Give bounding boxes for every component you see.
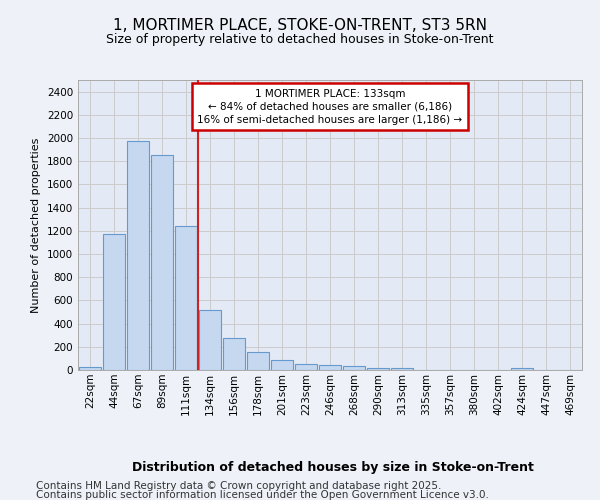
- Bar: [367, 368, 389, 370]
- Bar: [199, 310, 221, 370]
- Text: Contains HM Land Registry data © Crown copyright and database right 2025.: Contains HM Land Registry data © Crown c…: [36, 481, 442, 491]
- Bar: [511, 368, 533, 370]
- Bar: [271, 360, 293, 370]
- Bar: [319, 365, 341, 370]
- Text: 1, MORTIMER PLACE, STOKE-ON-TRENT, ST3 5RN: 1, MORTIMER PLACE, STOKE-ON-TRENT, ST3 5…: [113, 18, 487, 32]
- Bar: [223, 338, 245, 370]
- Bar: [343, 366, 365, 370]
- Bar: [127, 141, 149, 370]
- Text: 1 MORTIMER PLACE: 133sqm
← 84% of detached houses are smaller (6,186)
16% of sem: 1 MORTIMER PLACE: 133sqm ← 84% of detach…: [197, 88, 463, 125]
- Bar: [247, 352, 269, 370]
- Bar: [151, 156, 173, 370]
- Text: Contains public sector information licensed under the Open Government Licence v3: Contains public sector information licen…: [36, 490, 489, 500]
- Text: Size of property relative to detached houses in Stoke-on-Trent: Size of property relative to detached ho…: [106, 32, 494, 46]
- Bar: [175, 226, 197, 370]
- Bar: [391, 368, 413, 370]
- Text: Distribution of detached houses by size in Stoke-on-Trent: Distribution of detached houses by size …: [132, 461, 534, 474]
- Bar: [103, 234, 125, 370]
- Bar: [79, 367, 101, 370]
- Bar: [295, 364, 317, 370]
- Y-axis label: Number of detached properties: Number of detached properties: [31, 138, 41, 312]
